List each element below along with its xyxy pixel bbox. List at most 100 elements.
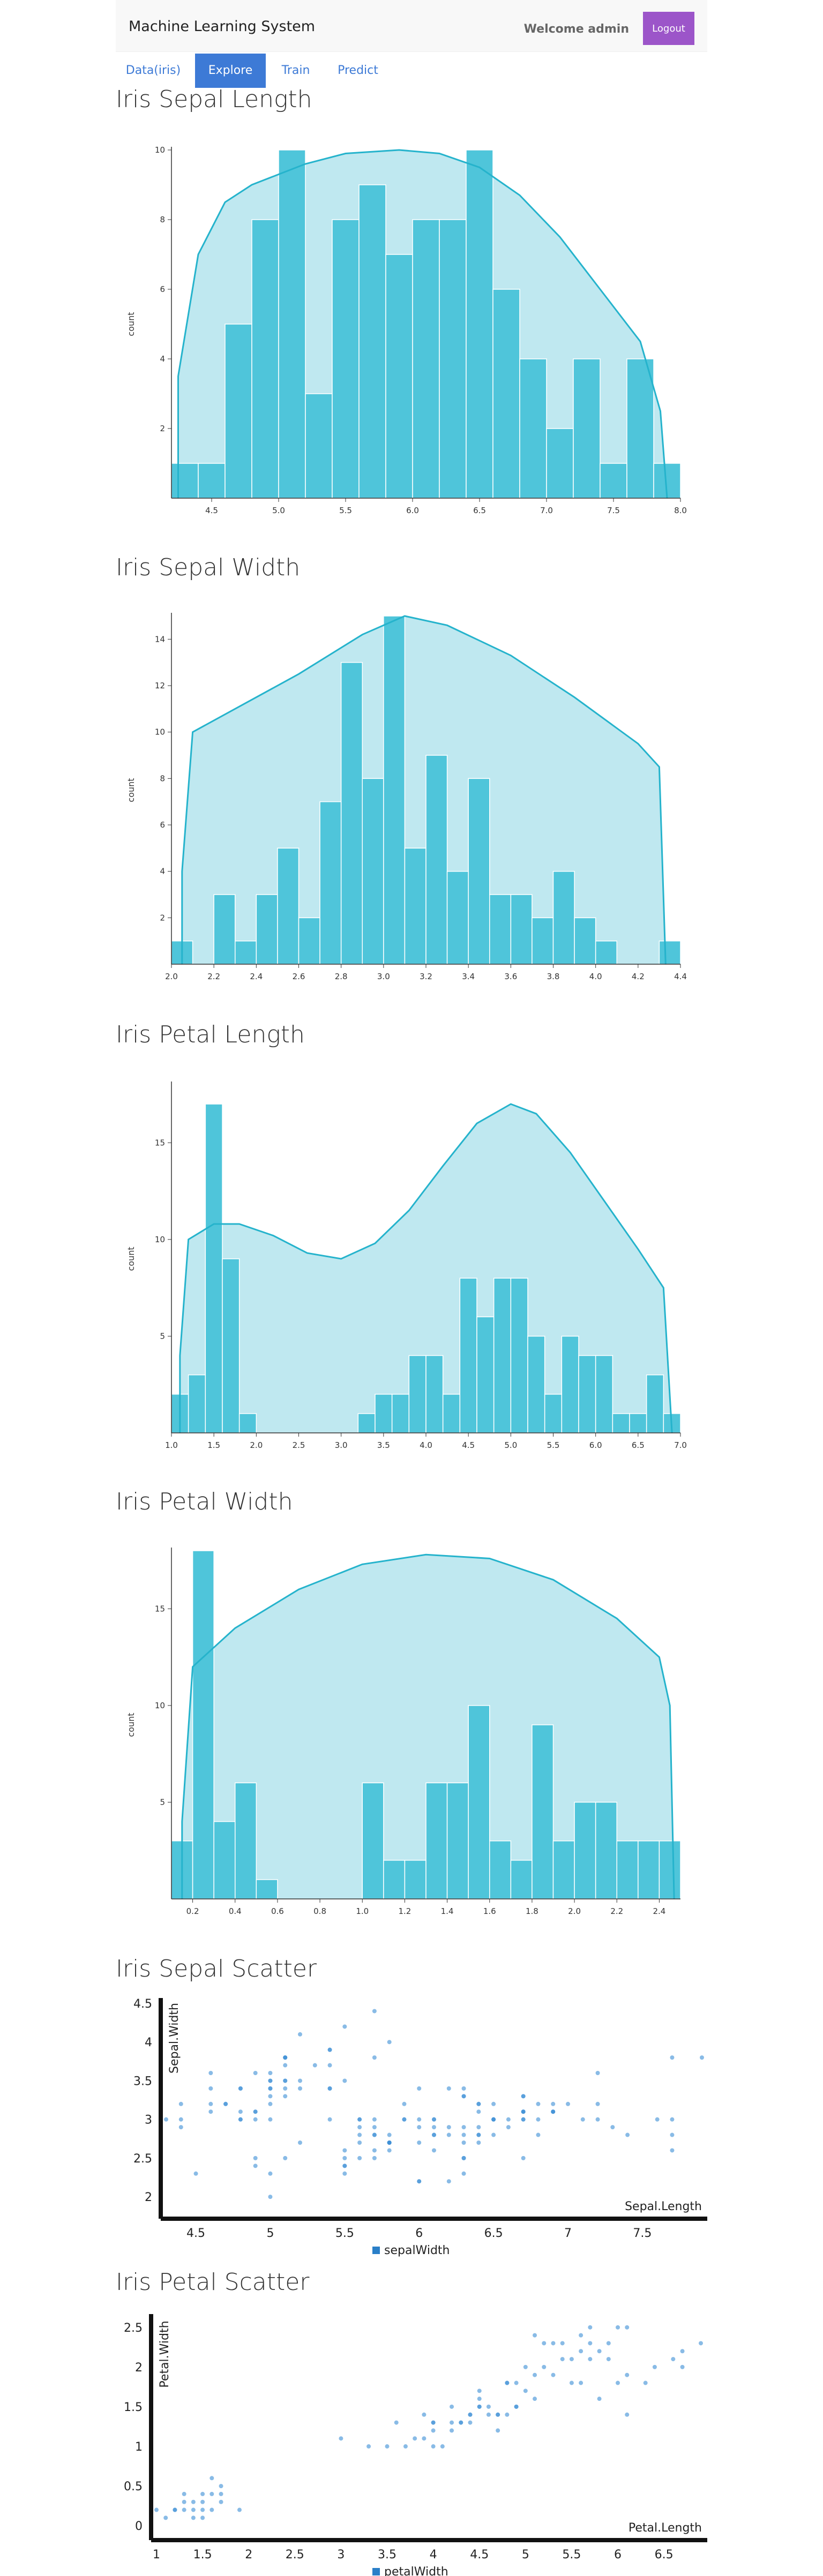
scatter-point xyxy=(298,2032,302,2037)
scatter-point xyxy=(595,2117,600,2122)
density-line xyxy=(177,149,668,499)
scatter-point xyxy=(486,2404,491,2409)
x-tick-label: 6.5 xyxy=(484,2227,503,2240)
x-tick-label: 5.0 xyxy=(504,1440,517,1450)
x-tick-label: 4 xyxy=(430,2548,437,2562)
scatter-point xyxy=(372,2125,377,2130)
scatter-point xyxy=(237,2507,242,2512)
scatter-point xyxy=(496,2412,500,2417)
scatter-point xyxy=(191,2507,196,2512)
x-tick-label: 6.0 xyxy=(406,506,419,515)
scatter-point xyxy=(459,2420,463,2425)
histogram-bar xyxy=(646,1374,664,1433)
x-tick-label: 5.5 xyxy=(335,2227,354,2240)
tab-data-iris[interactable]: Data(iris) xyxy=(125,64,181,77)
y-tick-label: 2 xyxy=(145,2191,152,2204)
scatter-point xyxy=(268,2071,273,2075)
scatter-point xyxy=(253,2156,258,2160)
scatter-point xyxy=(357,2117,362,2122)
x-tick-label: 2 xyxy=(245,2548,252,2562)
histogram-bar xyxy=(468,778,490,965)
histogram-petal-length: 1.0 1.5 2.0 2.5 3.0 3.5 4.0 4.5 5.0 5.5 6.0 6.5 7.0 5… xyxy=(126,1082,687,1450)
scatter-point xyxy=(210,2476,214,2481)
histogram-bar xyxy=(489,894,512,965)
scatter-point xyxy=(387,2148,392,2153)
scatter-point xyxy=(357,2125,362,2130)
x-tick-label: 1.8 xyxy=(526,1906,538,1916)
scatter-point xyxy=(417,2086,422,2091)
scatter-point xyxy=(182,2499,186,2504)
histogram-sepal-width: 2.0 2.2 2.4 2.6 2.8 3.0 3.2 3.4 3.6 3.8 4.0 4.2 4.4 2… xyxy=(126,613,687,981)
scatter-point xyxy=(521,2109,526,2114)
scatter-point xyxy=(491,2117,496,2122)
scatter-point xyxy=(536,2132,541,2137)
x-tick-label: 0.4 xyxy=(229,1906,242,1916)
scatter-point xyxy=(327,2117,332,2122)
histogram-bar xyxy=(238,1413,257,1433)
scatter-point xyxy=(446,2179,451,2184)
scatter-point xyxy=(533,2397,537,2401)
scatter-point xyxy=(652,2364,657,2369)
x-tick-label: 6 xyxy=(614,2548,622,2562)
brand-title[interactable]: Machine Learning System xyxy=(129,18,316,35)
x-tick-label: 2.4 xyxy=(653,1906,665,1916)
scatter-point xyxy=(219,2491,223,2496)
histogram-bar xyxy=(446,870,469,965)
scatter-point xyxy=(191,2515,196,2520)
logout-button[interactable]: Logout xyxy=(643,12,694,45)
scatter-point xyxy=(387,2132,392,2137)
scatter-sepal: 4.5 5 5.5 6 6.5 7 7.5 2 2.5 3 3.5 4 4.5 Sepal.Length S… xyxy=(133,1997,707,2257)
histogram-bar xyxy=(546,428,574,499)
histogram-bar xyxy=(357,1413,376,1433)
y-tick-label: 8 xyxy=(160,773,165,783)
histogram-bar xyxy=(552,870,575,965)
histogram-bar xyxy=(404,1860,427,1899)
scatter-point xyxy=(486,2412,491,2417)
tab-predict[interactable]: Predict xyxy=(338,64,378,77)
histogram-bar xyxy=(519,358,547,499)
scatter-point xyxy=(417,2141,422,2145)
histogram-bar xyxy=(222,1258,240,1433)
scatter-point xyxy=(699,2341,703,2346)
scatter-point xyxy=(283,2156,288,2160)
scatter-point xyxy=(670,2117,675,2122)
scatter-point xyxy=(283,2078,288,2083)
scatter-point xyxy=(327,2063,332,2068)
scatter-point xyxy=(223,2101,228,2106)
x-tick-label: 5.0 xyxy=(272,506,285,515)
scatter-point xyxy=(461,2171,466,2176)
histogram-bar xyxy=(492,289,520,499)
scatter-point xyxy=(521,2156,526,2160)
density-line xyxy=(181,615,667,965)
x-tick-label: 4.5 xyxy=(462,1440,475,1450)
histogram-bar xyxy=(385,254,413,499)
scatter-point xyxy=(579,2349,583,2354)
scatter-point xyxy=(238,2117,243,2122)
scatter-point xyxy=(610,2125,615,2130)
scatter-point xyxy=(477,2404,482,2409)
scatter-point xyxy=(268,2117,273,2122)
histogram-bar xyxy=(171,463,199,499)
scatter-point xyxy=(468,2412,473,2417)
tab-train[interactable]: Train xyxy=(281,64,310,77)
y-tick-label: 2.5 xyxy=(133,2152,152,2166)
x-tick-label: 1.2 xyxy=(398,1906,411,1916)
histogram-bar xyxy=(493,1278,512,1433)
x-tick-label: 4.0 xyxy=(589,972,602,981)
x-tick-label: 7.5 xyxy=(633,2227,652,2240)
histogram-bar xyxy=(466,149,493,499)
scatter-point xyxy=(372,2132,377,2137)
histogram-sepal-length: 4.5 5.0 5.5 6.0 6.5 7.0 7.5 8.0 2 4 6 8 10 count xyxy=(126,145,687,515)
x-tick-label: 6.5 xyxy=(655,2548,674,2562)
scatter-point xyxy=(491,2101,496,2106)
chart-title-sepal-length: Iris Sepal Length xyxy=(116,86,312,113)
x-tick-label: 1.4 xyxy=(441,1906,454,1916)
histogram-bar xyxy=(616,1840,639,1899)
y-tick-label: 15 xyxy=(155,1138,165,1147)
histogram-bar xyxy=(595,940,617,965)
scatter-point xyxy=(431,2428,436,2433)
scatter-point xyxy=(200,2491,205,2496)
legend-swatch xyxy=(372,2568,380,2575)
x-tick-label: 7.0 xyxy=(540,506,553,515)
tab-explore[interactable]: Explore xyxy=(195,54,266,88)
